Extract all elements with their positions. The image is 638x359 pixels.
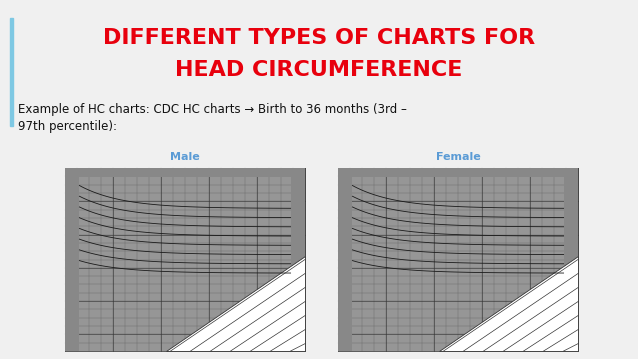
Bar — [65, 168, 79, 351]
Bar — [10, 18, 13, 126]
Bar — [65, 168, 305, 177]
Text: Example of HC charts: CDC HC charts → Birth to 36 months (3rd –
97th percentile): Example of HC charts: CDC HC charts → Bi… — [18, 103, 407, 133]
Text: Male: Male — [170, 152, 200, 162]
Polygon shape — [166, 256, 305, 351]
Bar — [338, 168, 352, 351]
Text: DIFFERENT TYPES OF CHARTS FOR: DIFFERENT TYPES OF CHARTS FOR — [103, 28, 535, 48]
Bar — [338, 168, 578, 177]
Bar — [65, 168, 305, 351]
Text: Female: Female — [436, 152, 480, 162]
Bar — [338, 168, 578, 351]
Bar — [563, 168, 578, 351]
Bar — [290, 168, 305, 351]
Polygon shape — [439, 256, 578, 351]
Text: HEAD CIRCUMFERENCE: HEAD CIRCUMFERENCE — [175, 60, 463, 80]
